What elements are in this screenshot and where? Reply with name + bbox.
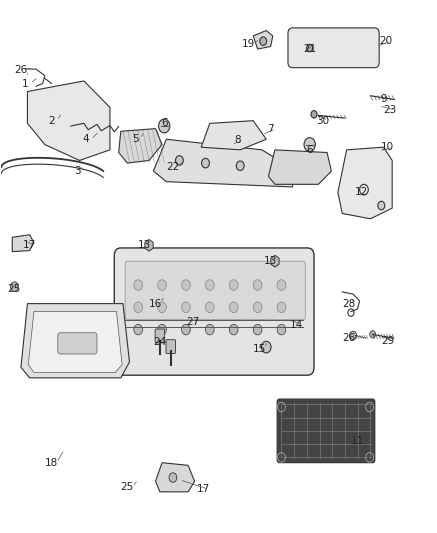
FancyBboxPatch shape [155, 329, 165, 343]
Circle shape [370, 330, 376, 338]
Circle shape [201, 158, 209, 168]
Polygon shape [145, 239, 153, 251]
FancyBboxPatch shape [277, 399, 375, 463]
Text: 1: 1 [22, 78, 28, 88]
Circle shape [304, 138, 316, 151]
Circle shape [10, 282, 18, 292]
Polygon shape [253, 30, 273, 49]
Polygon shape [28, 81, 110, 160]
Polygon shape [338, 147, 392, 219]
Circle shape [253, 324, 262, 335]
Circle shape [205, 324, 214, 335]
Circle shape [253, 302, 262, 313]
Circle shape [182, 280, 190, 290]
Text: 19: 19 [242, 39, 256, 49]
Text: 4: 4 [83, 134, 90, 144]
Circle shape [134, 302, 142, 313]
FancyBboxPatch shape [166, 340, 176, 353]
Polygon shape [21, 304, 129, 378]
Circle shape [134, 280, 142, 290]
Text: 27: 27 [186, 317, 199, 327]
Text: 13: 13 [264, 256, 277, 266]
Text: 2: 2 [48, 116, 55, 126]
Text: 23: 23 [383, 105, 397, 115]
Text: 21: 21 [303, 44, 316, 54]
Polygon shape [201, 120, 266, 150]
Circle shape [134, 324, 142, 335]
Text: 20: 20 [379, 36, 392, 46]
Text: 8: 8 [235, 135, 241, 146]
Circle shape [311, 111, 317, 118]
Text: 3: 3 [74, 166, 81, 176]
Text: 11: 11 [351, 437, 364, 447]
Text: 29: 29 [381, 336, 395, 346]
Text: 12: 12 [355, 187, 368, 197]
Circle shape [182, 302, 190, 313]
Circle shape [205, 302, 214, 313]
Text: 5: 5 [133, 134, 139, 144]
Circle shape [169, 473, 177, 482]
Circle shape [158, 280, 166, 290]
Text: 25: 25 [121, 481, 134, 491]
Text: 17: 17 [23, 240, 36, 251]
Text: 10: 10 [382, 142, 395, 152]
Text: 15: 15 [253, 344, 267, 354]
Text: 28: 28 [342, 298, 355, 309]
Text: 14: 14 [290, 320, 303, 330]
Circle shape [277, 324, 286, 335]
Circle shape [307, 44, 313, 52]
Text: 22: 22 [166, 162, 180, 172]
Polygon shape [156, 463, 194, 492]
Circle shape [236, 161, 244, 171]
Polygon shape [118, 128, 162, 163]
Circle shape [158, 324, 166, 335]
Text: 26: 26 [342, 333, 355, 343]
Text: 7: 7 [267, 124, 274, 134]
Polygon shape [28, 312, 122, 373]
Text: 25: 25 [7, 284, 20, 294]
Circle shape [229, 280, 238, 290]
Text: 24: 24 [153, 337, 166, 347]
Text: 9: 9 [380, 94, 387, 104]
FancyBboxPatch shape [288, 28, 379, 68]
Polygon shape [153, 139, 297, 187]
Circle shape [229, 302, 238, 313]
Text: 18: 18 [45, 458, 58, 467]
Polygon shape [12, 235, 34, 252]
FancyBboxPatch shape [58, 333, 97, 354]
FancyBboxPatch shape [114, 248, 314, 375]
Circle shape [253, 280, 262, 290]
Circle shape [205, 280, 214, 290]
Polygon shape [271, 255, 279, 267]
Circle shape [159, 119, 170, 133]
Circle shape [350, 331, 357, 340]
Text: 13: 13 [138, 240, 151, 251]
Text: 30: 30 [316, 116, 329, 126]
Circle shape [261, 341, 271, 353]
Text: 6: 6 [306, 145, 313, 155]
Circle shape [260, 37, 267, 45]
Text: 16: 16 [149, 298, 162, 309]
Circle shape [229, 324, 238, 335]
Text: 26: 26 [14, 66, 28, 75]
Circle shape [277, 302, 286, 313]
Circle shape [277, 280, 286, 290]
Circle shape [158, 302, 166, 313]
Text: 17: 17 [197, 484, 210, 494]
FancyBboxPatch shape [125, 261, 305, 319]
Circle shape [176, 156, 184, 165]
Polygon shape [268, 150, 331, 184]
Circle shape [378, 201, 385, 210]
Circle shape [182, 324, 190, 335]
Text: 6: 6 [161, 118, 167, 128]
